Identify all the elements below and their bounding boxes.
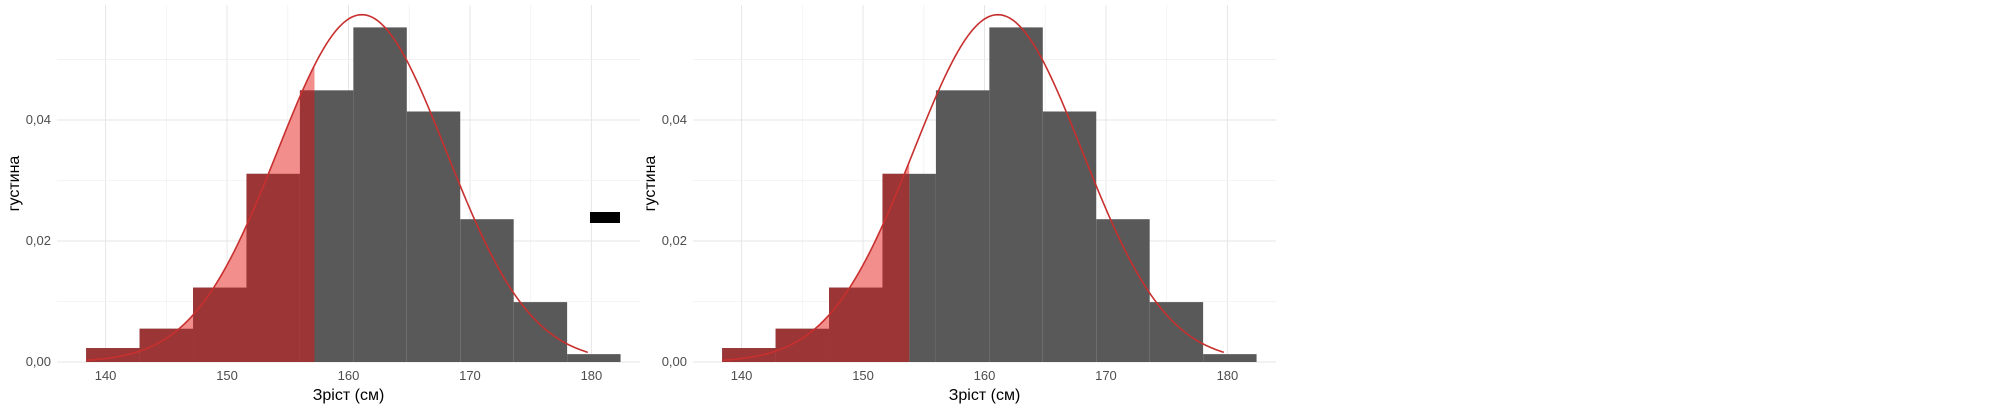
chart0-bar-8	[513, 302, 568, 362]
chart0-x-tick-label-0: 140	[95, 368, 117, 383]
chart1-x-tick-label-2: 160	[974, 368, 996, 383]
chart0-x-tick-label-1: 150	[216, 368, 238, 383]
chart1-bar-4	[935, 90, 990, 362]
chart1-x-tick-label-3: 170	[1095, 368, 1117, 383]
chart1-density-curve	[722, 13, 1225, 362]
chart1-shaded-bar-1	[775, 328, 830, 362]
chart1-bar-7	[1096, 219, 1150, 362]
chart1-x-tick-label-1: 150	[852, 368, 874, 383]
chart0-y-tick-label-0: 0,00	[26, 354, 51, 369]
chart0-shaded-bar-1	[139, 328, 194, 362]
chart-svg-left: 140 150 160 170 180 0,00 0,02 0,04 Зріст (см) гус…	[6, 5, 640, 404]
chart1-shaded-bar-2	[829, 287, 883, 362]
chart1-y-tick-label-2: 0,04	[662, 112, 687, 127]
chart1-y-tick-label-1: 0,02	[662, 233, 687, 248]
chart0-shaded-bar-4	[299, 90, 315, 362]
chart0-y-axis-title: густина	[6, 156, 23, 212]
chart0-y-tick-label-2: 0,04	[26, 112, 51, 127]
chart-svg-right: 140 150 160 170 180 0,00 0,02 0,04 Зріст (см) гус…	[642, 5, 1276, 404]
density-histogram-right: 140 150 160 170 180 0,00 0,02 0,04 Зріст (см) гус…	[636, 0, 1276, 414]
chart1-y-tick-label-0: 0,00	[662, 354, 687, 369]
chart0-x-tick-label-2: 160	[338, 368, 360, 383]
chart1-bar-6	[1042, 111, 1097, 362]
chart0-bar-5	[353, 27, 407, 363]
chart1-x-axis-title: Зріст (см)	[949, 387, 1021, 404]
chart1-bar-9	[1203, 354, 1257, 362]
chart0-density-curve	[86, 13, 589, 362]
chart1-y-axis-title: густина	[642, 156, 659, 212]
chart0-x-axis-title: Зріст (см)	[313, 387, 385, 404]
chart1-bar-8	[1149, 302, 1204, 362]
chart0-bar-6	[406, 111, 461, 362]
chart0-shaded-bar-3	[246, 173, 300, 362]
chart0-x-tick-label-4: 180	[581, 368, 603, 383]
density-histogram-left: 140 150 160 170 180 0,00 0,02 0,04 Зріст (см) гус…	[0, 0, 640, 414]
chart0-bar-9	[567, 354, 621, 362]
chart1-bar-5	[989, 27, 1043, 363]
chart0-legend-key	[590, 212, 620, 223]
chart1-x-tick-label-4: 180	[1217, 368, 1239, 383]
chart1-shaded-bar-3	[882, 173, 910, 362]
chart0-x-tick-label-3: 170	[459, 368, 481, 383]
chart0-shaded-bar-2	[193, 287, 247, 362]
chart1-x-tick-label-0: 140	[731, 368, 753, 383]
chart0-bar-7	[460, 219, 514, 362]
chart0-y-tick-label-1: 0,02	[26, 233, 51, 248]
